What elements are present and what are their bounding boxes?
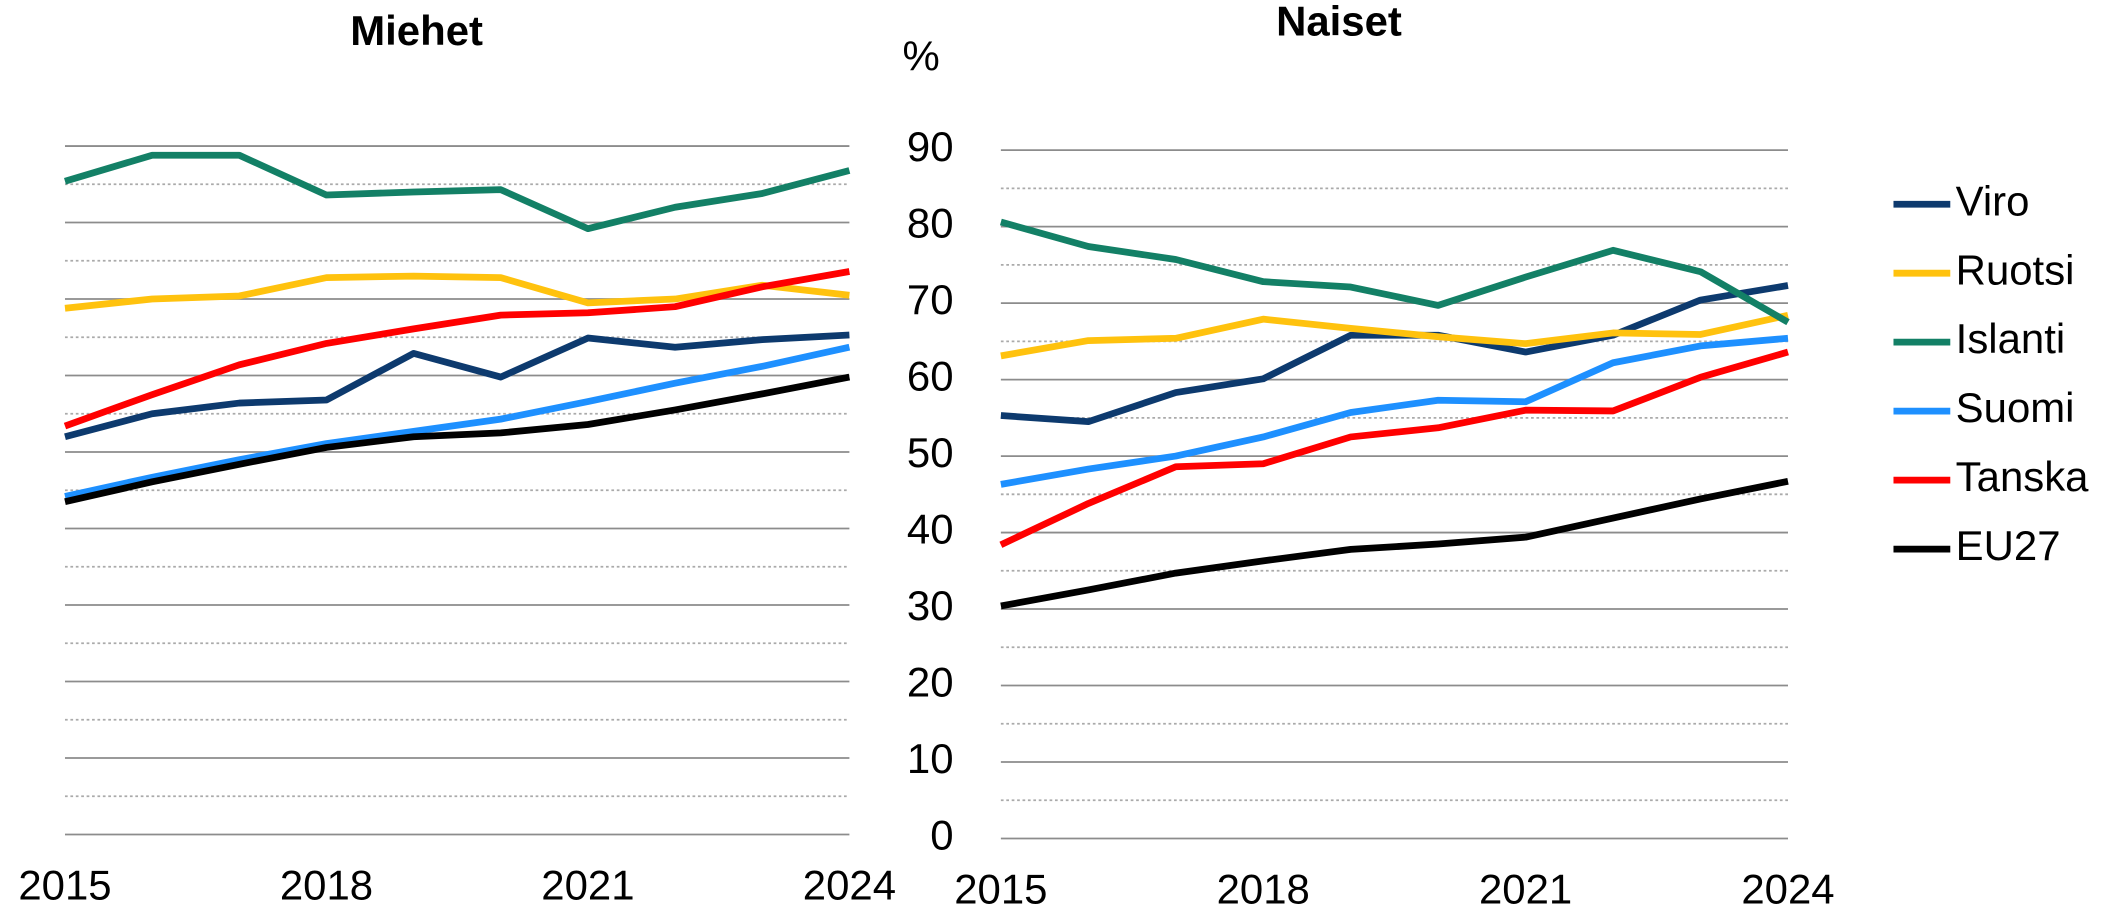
y-tick-label: 20 — [907, 659, 954, 706]
series-line — [1000, 334, 1789, 488]
series-line — [999, 218, 1790, 326]
legend-label: Ruotsi — [1956, 246, 2075, 293]
legend-label: Islanti — [1956, 315, 2065, 362]
series-line — [1000, 312, 1789, 360]
x-tick-label: 2018 — [280, 862, 373, 909]
y-tick-label: 90 — [907, 123, 954, 170]
series-line — [1000, 477, 1789, 610]
y-tick-label: 10 — [907, 735, 954, 782]
x-tick-label: 2024 — [803, 862, 896, 909]
x-tick-label: 2015 — [954, 866, 1047, 911]
x-tick-label: 2018 — [1217, 866, 1310, 911]
y-axis-label: % — [902, 33, 939, 80]
series-line — [64, 373, 851, 506]
y-tick-label: 80 — [907, 200, 954, 247]
x-tick-label: 2024 — [1741, 866, 1834, 911]
series-line — [64, 272, 850, 312]
chart-title: Naiset — [1276, 0, 1402, 44]
x-tick-label: 2015 — [18, 862, 111, 909]
y-tick-label: 50 — [907, 429, 954, 476]
series-line — [64, 343, 851, 500]
series-line — [999, 348, 1789, 548]
legend-label: Viro — [1956, 177, 2030, 224]
series-line — [64, 151, 851, 233]
y-tick-label: 30 — [907, 582, 954, 629]
chart-title: Miehet — [350, 7, 483, 54]
y-tick-label: 60 — [907, 353, 954, 400]
series-line — [64, 331, 850, 440]
y-tick-label: 40 — [907, 506, 954, 553]
y-tick-label: 0 — [930, 812, 953, 859]
x-tick-label: 2021 — [541, 862, 634, 909]
x-tick-label: 2021 — [1479, 866, 1572, 911]
legend-label: Suomi — [1956, 384, 2075, 431]
legend-label: EU27 — [1956, 522, 2061, 569]
series-line — [63, 268, 850, 430]
legend-label: Tanska — [1956, 453, 2089, 500]
y-tick-label: 70 — [907, 276, 954, 323]
